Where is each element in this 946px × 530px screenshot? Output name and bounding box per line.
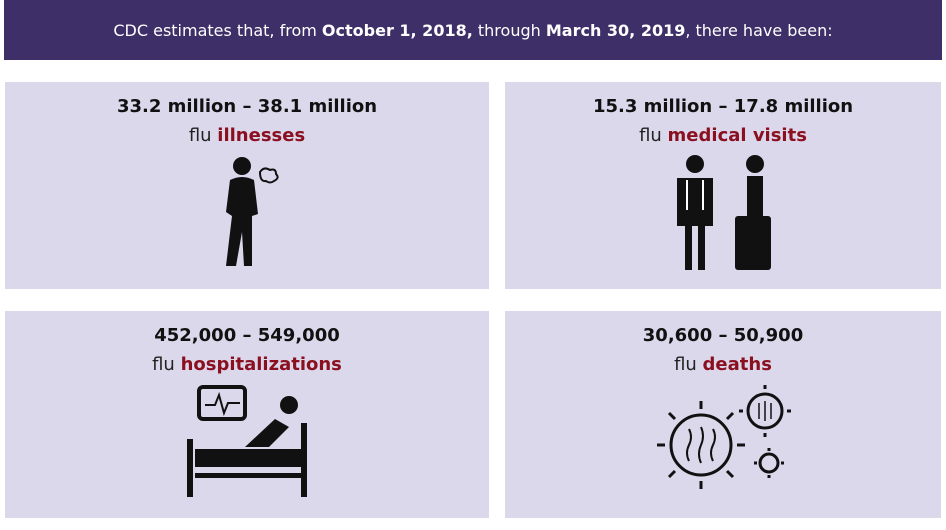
- label: flu hospitalizations: [5, 354, 489, 375]
- sick-icon: [226, 157, 279, 266]
- header: CDC estimates that, from October 1, 2018…: [4, 0, 942, 60]
- label: flu illnesses: [5, 125, 489, 146]
- highlight: deaths: [702, 354, 772, 375]
- header-text: through: [472, 20, 546, 40]
- highlight: illnesses: [217, 125, 306, 146]
- range: 15.3 million – 17.8 million: [592, 96, 854, 117]
- header-date: October 1, 2018,: [321, 20, 473, 40]
- range: 30,600 – 50,900: [642, 325, 804, 346]
- label: flu deaths: [505, 354, 941, 375]
- prefix: flu: [152, 354, 175, 375]
- card: 452,000 – 549,000 flu hospitalizations: [5, 311, 489, 518]
- highlight: medical visits: [667, 125, 807, 146]
- card: 15.3 million – 17.8 million flu medical …: [505, 82, 941, 289]
- card: 30,600 – 50,900 flu deaths: [505, 311, 941, 518]
- doctor-icon: [677, 155, 771, 270]
- range: 452,000 – 549,000: [154, 325, 340, 346]
- highlight: hospitalizations: [180, 354, 342, 375]
- header-text: CDC estimates that, from: [113, 20, 322, 40]
- virus-icon: [657, 385, 791, 489]
- prefix: flu: [639, 125, 662, 146]
- header-text: , there have been:: [685, 20, 833, 40]
- header-date: March 30, 2019: [545, 20, 686, 40]
- range: 33.2 million – 38.1 million: [116, 96, 378, 117]
- hospital-icon: [187, 385, 307, 497]
- card: 33.2 million – 38.1 million flu illnesse…: [5, 82, 489, 289]
- prefix: flu: [188, 125, 212, 146]
- prefix: flu: [674, 354, 697, 375]
- label: flu medical visits: [505, 125, 941, 146]
